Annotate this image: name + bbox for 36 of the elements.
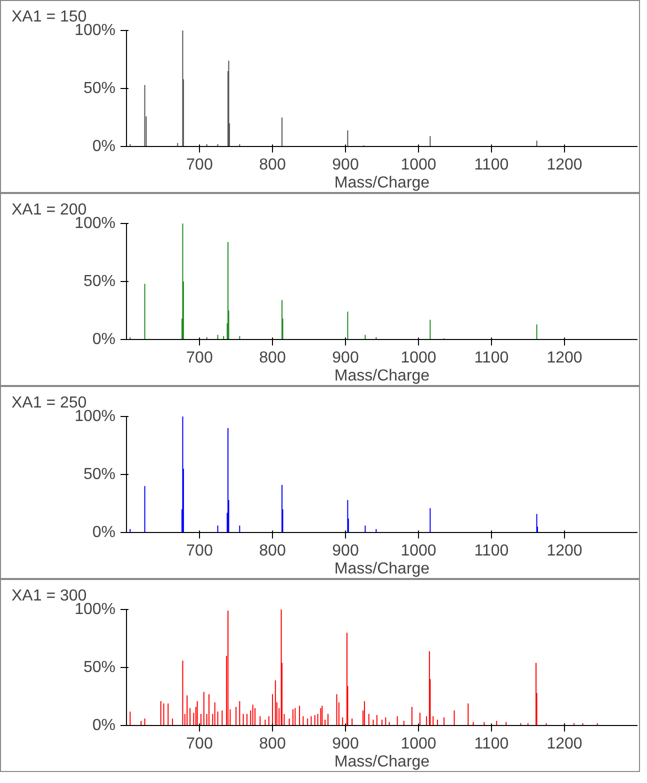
x-tick-label: 1000 — [400, 736, 436, 752]
x-tick-label: 700 — [186, 542, 213, 560]
y-tick-label: 0% — [92, 138, 116, 155]
x-tick-label: 900 — [332, 350, 359, 366]
x-tick-label: 900 — [332, 736, 359, 752]
x-tick-label: 1100 — [474, 156, 509, 174]
x-tick-label: 1000 — [400, 156, 436, 174]
y-tick-label: 50% — [83, 273, 116, 290]
x-tick-label: 900 — [332, 542, 359, 560]
y-tick-label: 0% — [92, 331, 116, 348]
x-tick-label: 1000 — [400, 542, 436, 560]
x-tick-label: 800 — [259, 156, 286, 174]
x-axis-title: Mass/Charge — [334, 368, 430, 384]
x-tick-label: 800 — [259, 350, 286, 366]
x-tick-label: 1200 — [546, 542, 582, 560]
y-tick-label: 50% — [83, 659, 116, 676]
x-tick-label: 700 — [186, 350, 213, 366]
x-axis-title: Mass/Charge — [334, 174, 430, 192]
x-tick-label: 1000 — [400, 350, 436, 366]
x-tick-label: 1200 — [546, 736, 582, 752]
y-tick-label: 50% — [83, 466, 116, 483]
x-tick-label: 1100 — [474, 542, 509, 560]
y-tick-label: 0% — [92, 524, 116, 541]
x-tick-label: 1200 — [546, 350, 582, 366]
x-tick-label: 1100 — [474, 350, 509, 366]
y-tick-label: 50% — [83, 80, 116, 97]
x-tick-label: 800 — [259, 736, 286, 752]
x-tick-label: 700 — [186, 156, 213, 174]
x-tick-label: 800 — [259, 542, 286, 560]
x-tick-label: 900 — [332, 156, 359, 174]
x-axis-title: Mass/Charge — [334, 560, 430, 578]
x-tick-label: 1200 — [546, 156, 582, 174]
x-axis-title: Mass/Charge — [334, 754, 430, 770]
y-tick-label: 0% — [92, 717, 116, 734]
x-tick-label: 700 — [186, 736, 213, 752]
x-tick-label: 1100 — [474, 736, 509, 752]
